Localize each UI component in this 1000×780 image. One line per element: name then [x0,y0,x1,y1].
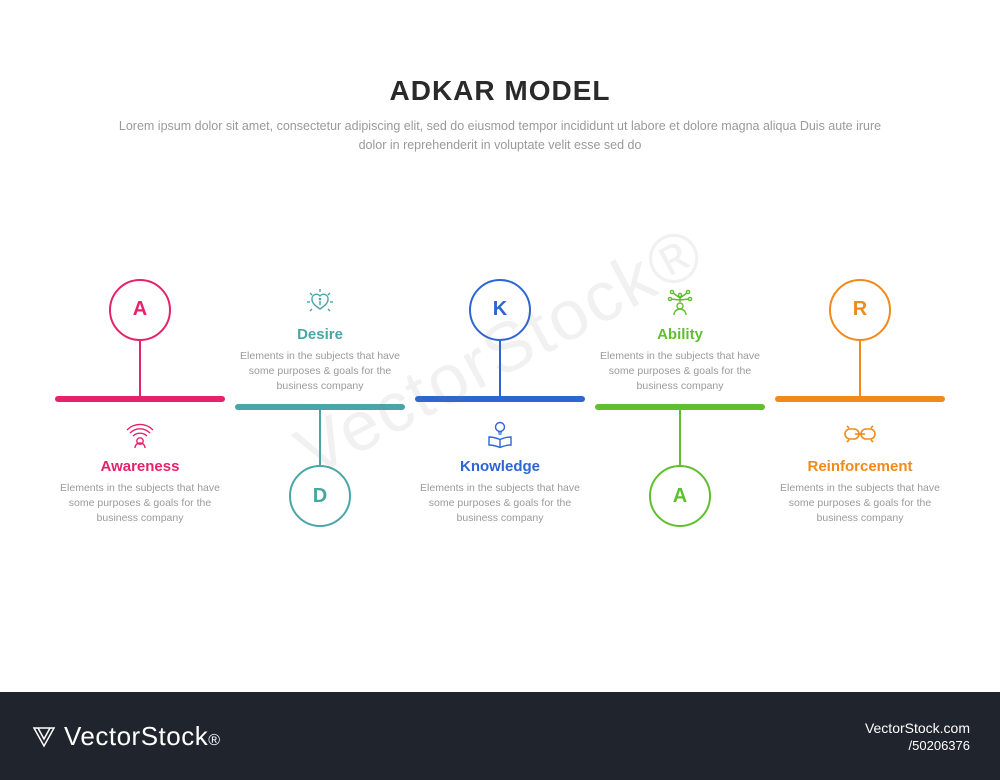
shining-heart-icon [230,284,410,320]
step-label: Reinforcement [770,458,950,475]
step-letter-circle: A [109,279,171,341]
network-person-icon [590,284,770,320]
chain-link-icon [770,416,950,452]
broadcast-person-icon [50,416,230,452]
step-letter-circle: K [469,279,531,341]
logo-mark-icon [30,722,58,750]
step-description: Elements in the subjects that have some … [595,349,765,395]
connector-stem [319,410,321,465]
step-label: Knowledge [410,458,590,475]
step-letter-circle: R [829,279,891,341]
step-description: Elements in the subjects that have some … [775,481,945,527]
step-label: Awareness [50,458,230,475]
step-description: Elements in the subjects that have some … [415,481,585,527]
page-title: ADKAR MODEL [0,75,1000,107]
step-letter-circle: D [289,465,351,527]
page-subtitle: Lorem ipsum dolor sit amet, consectetur … [110,117,890,156]
footer-id: /50206376 [865,738,970,753]
step-label: Desire [230,326,410,343]
step-reinforcement: R Reinforcement Elements in the subjects… [770,216,950,527]
adkar-diagram: A Awareness Elements in the subjects tha… [50,216,950,586]
connector-stem [499,341,501,396]
footer-brand-text: VectorStock [64,721,208,751]
step-description: Elements in the subjects that have some … [55,481,225,527]
step-description: Elements in the subjects that have some … [235,349,405,395]
footer-bar: VectorStock® VectorStock.com /50206376 [0,692,1000,780]
connector-stem [679,410,681,465]
step-knowledge: K Knowledge Elements in the subjects tha… [410,216,590,527]
footer-site: VectorStock.com [865,720,970,736]
step-label: Ability [590,326,770,343]
step-awareness: A Awareness Elements in the subjects tha… [50,216,230,527]
step-letter-circle: A [649,465,711,527]
step-ability: Ability Elements in the subjects that ha… [590,216,770,528]
book-bulb-icon [410,416,590,452]
footer-brand: VectorStock® [30,721,221,752]
connector-stem [139,341,141,396]
connector-stem [859,341,861,396]
step-desire: Desire Elements in the subjects that hav… [230,216,410,528]
